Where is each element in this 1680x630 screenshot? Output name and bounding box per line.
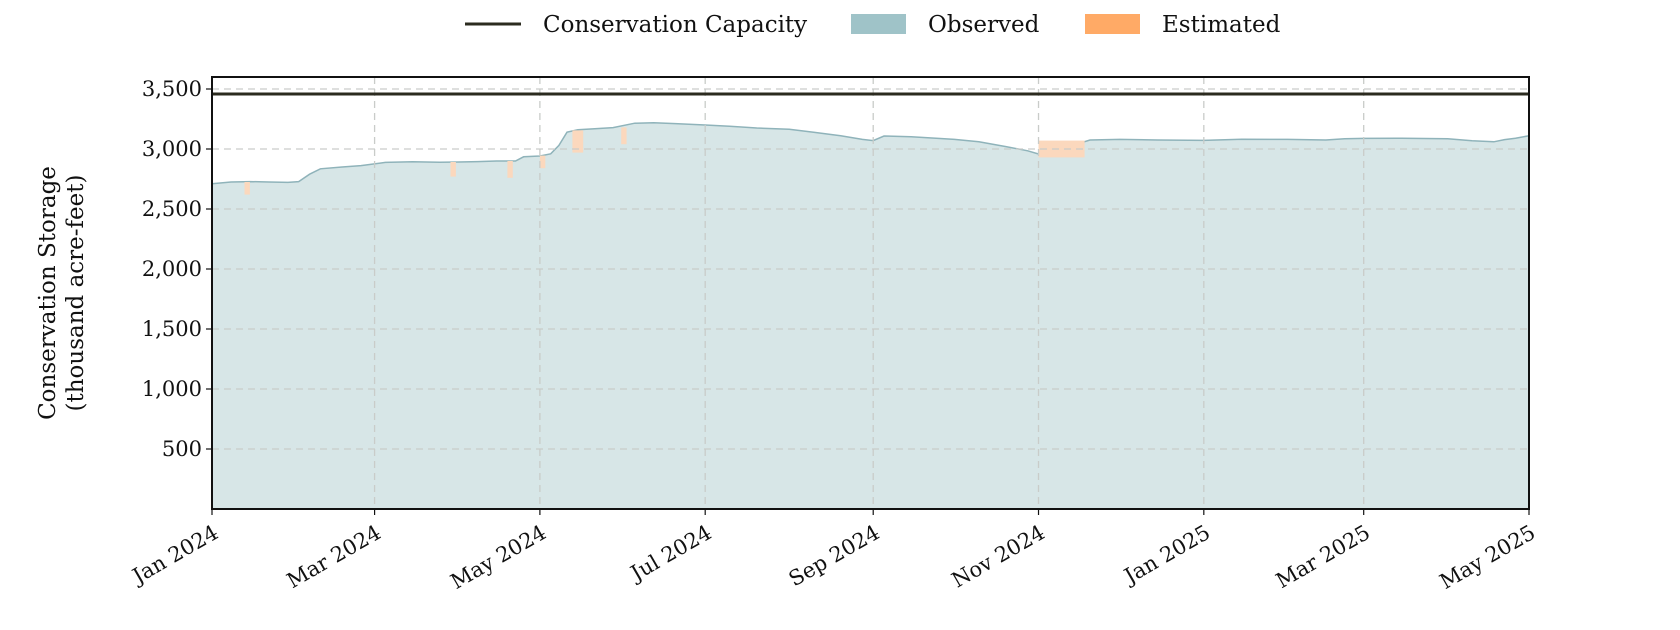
x-tick-label: Sep 2024 [785, 520, 884, 591]
y-tick-label: 2,500 [142, 197, 202, 221]
x-axis-ticks: Jan 2024 Mar 2024 May 2024 Jul 2024 Sep 2024… [127, 509, 1540, 594]
y-tick-label: 500 [162, 437, 202, 461]
estimated-segment-2 [450, 162, 456, 177]
y-tick-label: 1,000 [142, 377, 202, 401]
x-tick-label: Jan 2024 [127, 520, 223, 589]
legend-label-capacity: Conservation Capacity [543, 12, 807, 38]
estimated-segment-6 [621, 127, 627, 145]
y-axis-ticks: 500 1,000 1,500 2,000 2,500 3,000 3,500 [142, 77, 212, 461]
y-tick-label: 2,000 [142, 257, 202, 281]
y-tick-label: 3,500 [142, 77, 202, 101]
y-tick-label: 3,000 [142, 137, 202, 161]
legend-label-estimated: Estimated [1162, 12, 1281, 38]
y-tick-label: 1,500 [142, 317, 202, 341]
estimated-segment-7 [1038, 140, 1085, 158]
x-tick-label: May 2025 [1436, 520, 1540, 594]
estimated-segment-1 [244, 182, 250, 195]
x-tick-label: Jul 2024 [625, 520, 716, 586]
estimated-segment-3 [507, 161, 513, 178]
legend-swatch-observed [851, 14, 906, 34]
legend: Conservation Capacity Observed Estimated [465, 12, 1281, 38]
estimated-segment-5 [572, 130, 584, 153]
x-tick-label: Jan 2025 [1119, 520, 1215, 589]
estimated-segment-4 [539, 155, 546, 169]
observed-area [212, 122, 1529, 509]
grid [212, 77, 1529, 509]
x-tick-label: May 2024 [446, 520, 550, 594]
x-tick-label: Nov 2024 [948, 520, 1049, 592]
legend-label-observed: Observed [928, 12, 1040, 38]
observed-line [212, 122, 1529, 185]
plot-frame [211, 76, 1530, 510]
y-axis-label-line-2: (thousand acre-feet) [63, 175, 89, 412]
x-tick-label: Mar 2025 [1272, 520, 1374, 593]
x-tick-label: Mar 2024 [283, 520, 385, 593]
plot-area [211, 76, 1530, 510]
y-axis-label-line-1: Conservation Storage [35, 166, 61, 420]
legend-swatch-estimated [1085, 14, 1140, 34]
